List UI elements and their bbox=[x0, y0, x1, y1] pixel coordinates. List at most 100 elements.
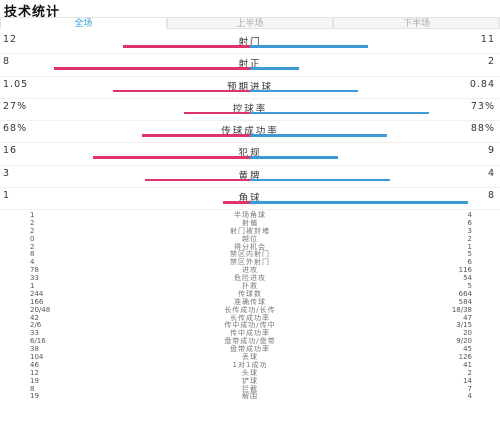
stat-label: 长传成功率 bbox=[230, 313, 270, 322]
away-bar bbox=[250, 201, 469, 204]
stat-bar bbox=[0, 89, 500, 93]
period-tabs: 全场 上半场 下半场 bbox=[0, 17, 500, 29]
divider bbox=[0, 209, 500, 211]
away-value: 47 bbox=[463, 313, 472, 322]
away-bar bbox=[250, 67, 299, 70]
stat-bar bbox=[0, 201, 500, 204]
stat-label: 射正 bbox=[238, 59, 262, 71]
home-value: 2 bbox=[30, 226, 35, 235]
bar-stat-row: 16 犯规 9 bbox=[0, 143, 500, 166]
stat-label: 控球率 bbox=[232, 103, 268, 115]
list-stat-row: 2 得分机会 1 bbox=[0, 242, 500, 252]
away-value: 8 bbox=[487, 190, 495, 202]
tab-full-match[interactable]: 全场 bbox=[0, 17, 167, 29]
stat-label: 1对1成功 bbox=[232, 360, 268, 369]
home-value: 6/16 bbox=[30, 337, 46, 346]
stat-label: 长传成功/长传 bbox=[224, 305, 276, 314]
away-value: 126 bbox=[458, 353, 472, 362]
home-value: 19 bbox=[30, 392, 39, 401]
stat-label: 禁区外射门 bbox=[230, 258, 270, 267]
home-value: 0 bbox=[30, 234, 35, 243]
stat-label: 扑救 bbox=[242, 282, 258, 291]
list-stat-row: 8 禁区内射门 5 bbox=[0, 251, 500, 259]
away-value: 3 bbox=[467, 226, 472, 235]
home-value: 2 bbox=[30, 218, 35, 227]
page-title: 技术统计 bbox=[4, 5, 61, 20]
away-bar bbox=[250, 89, 358, 93]
away-value: 88% bbox=[470, 123, 495, 135]
home-value: 38 bbox=[30, 345, 39, 354]
home-value: 2 bbox=[30, 242, 35, 251]
list-stat-row: 33 传中成功率 20 bbox=[0, 329, 500, 338]
bar-stats: 12 射门 11 8 射正 2 1.05 预期进球 0.84 27% 控球率 73% 68% 传球成功率 8… bbox=[0, 32, 500, 211]
list-stat-row: 104 丢球 126 bbox=[0, 353, 500, 362]
stat-label: 传球数 bbox=[238, 289, 262, 298]
home-value: 1 bbox=[30, 211, 35, 219]
divider bbox=[0, 75, 500, 77]
bar-stat-row: 3 黄牌 4 bbox=[0, 166, 500, 189]
away-value: 584 bbox=[458, 297, 472, 306]
away-value: 18/38 bbox=[451, 305, 472, 314]
stat-label: 危险进攻 bbox=[234, 274, 266, 283]
divider bbox=[0, 120, 500, 122]
stat-label: 射门 bbox=[238, 37, 262, 48]
away-value: 1 bbox=[467, 242, 472, 251]
stat-label: 进攻 bbox=[242, 266, 258, 275]
list-stat-row: 166 准确传球 584 bbox=[0, 297, 500, 307]
home-value: 1 bbox=[30, 282, 35, 291]
stat-label: 拦截 bbox=[242, 384, 258, 393]
home-bar bbox=[54, 67, 250, 70]
stat-label: 传球成功率 bbox=[221, 126, 279, 138]
away-bar bbox=[250, 111, 429, 115]
away-value: 5 bbox=[467, 250, 472, 259]
stat-label: 角球 bbox=[238, 193, 262, 205]
home-value: 166 bbox=[30, 297, 44, 306]
away-value: 9/20 bbox=[456, 337, 472, 346]
stat-bar bbox=[0, 45, 500, 48]
divider bbox=[0, 53, 500, 55]
home-bar bbox=[183, 111, 250, 115]
away-value: 9 bbox=[487, 145, 495, 157]
away-value: 2 bbox=[467, 234, 472, 243]
away-value: 45 bbox=[463, 345, 472, 354]
stat-label: 得分机会 bbox=[234, 242, 266, 251]
tab-second-half[interactable]: 下半场 bbox=[333, 17, 500, 29]
home-value: 4 bbox=[30, 258, 35, 267]
bar-stat-row: 1.05 预期进球 0.84 bbox=[0, 77, 500, 99]
list-stat-row: 1 扑救 5 bbox=[0, 282, 500, 291]
away-value: 2 bbox=[467, 368, 472, 377]
away-value: 41 bbox=[463, 360, 472, 369]
away-value: 116 bbox=[458, 266, 472, 275]
list-stat-row: 46 1对1成功 41 bbox=[0, 360, 500, 370]
home-value: 104 bbox=[30, 353, 44, 362]
away-value: 4 bbox=[467, 392, 472, 401]
tab-first-half[interactable]: 上半场 bbox=[166, 17, 334, 29]
home-value: 12 bbox=[30, 368, 39, 377]
home-value: 244 bbox=[30, 289, 44, 298]
bar-stat-row: 1 角球 8 bbox=[0, 188, 500, 211]
stat-label: 传中成功/传中 bbox=[224, 321, 276, 330]
bar-stat-row: 68% 传球成功率 88% bbox=[0, 121, 500, 144]
stat-bar bbox=[0, 134, 500, 137]
away-value: 14 bbox=[463, 376, 472, 385]
away-value: 20 bbox=[463, 329, 472, 338]
home-value: 8 bbox=[3, 56, 11, 68]
stat-label: 黄牌 bbox=[238, 170, 262, 182]
stat-label: 盘带成功率 bbox=[230, 345, 270, 354]
away-value: 11 bbox=[480, 34, 495, 45]
stat-bar bbox=[0, 111, 500, 115]
list-stat-row: 38 盘带成功率 45 bbox=[0, 345, 500, 354]
away-value: 4 bbox=[467, 211, 472, 219]
away-bar bbox=[250, 178, 390, 182]
stat-label: 预期进球 bbox=[226, 81, 273, 93]
stat-label: 越位 bbox=[242, 234, 258, 243]
divider bbox=[0, 97, 500, 99]
list-stat-row: 244 传球数 664 bbox=[0, 289, 500, 299]
home-value: 78 bbox=[30, 266, 39, 275]
stat-label: 铲球 bbox=[242, 376, 258, 385]
home-value: 1 bbox=[3, 190, 11, 202]
away-value: 6 bbox=[467, 258, 472, 267]
away-bar bbox=[250, 156, 339, 159]
home-value: 20/48 bbox=[30, 305, 51, 314]
list-stat-row: 33 危险进攻 54 bbox=[0, 274, 500, 283]
